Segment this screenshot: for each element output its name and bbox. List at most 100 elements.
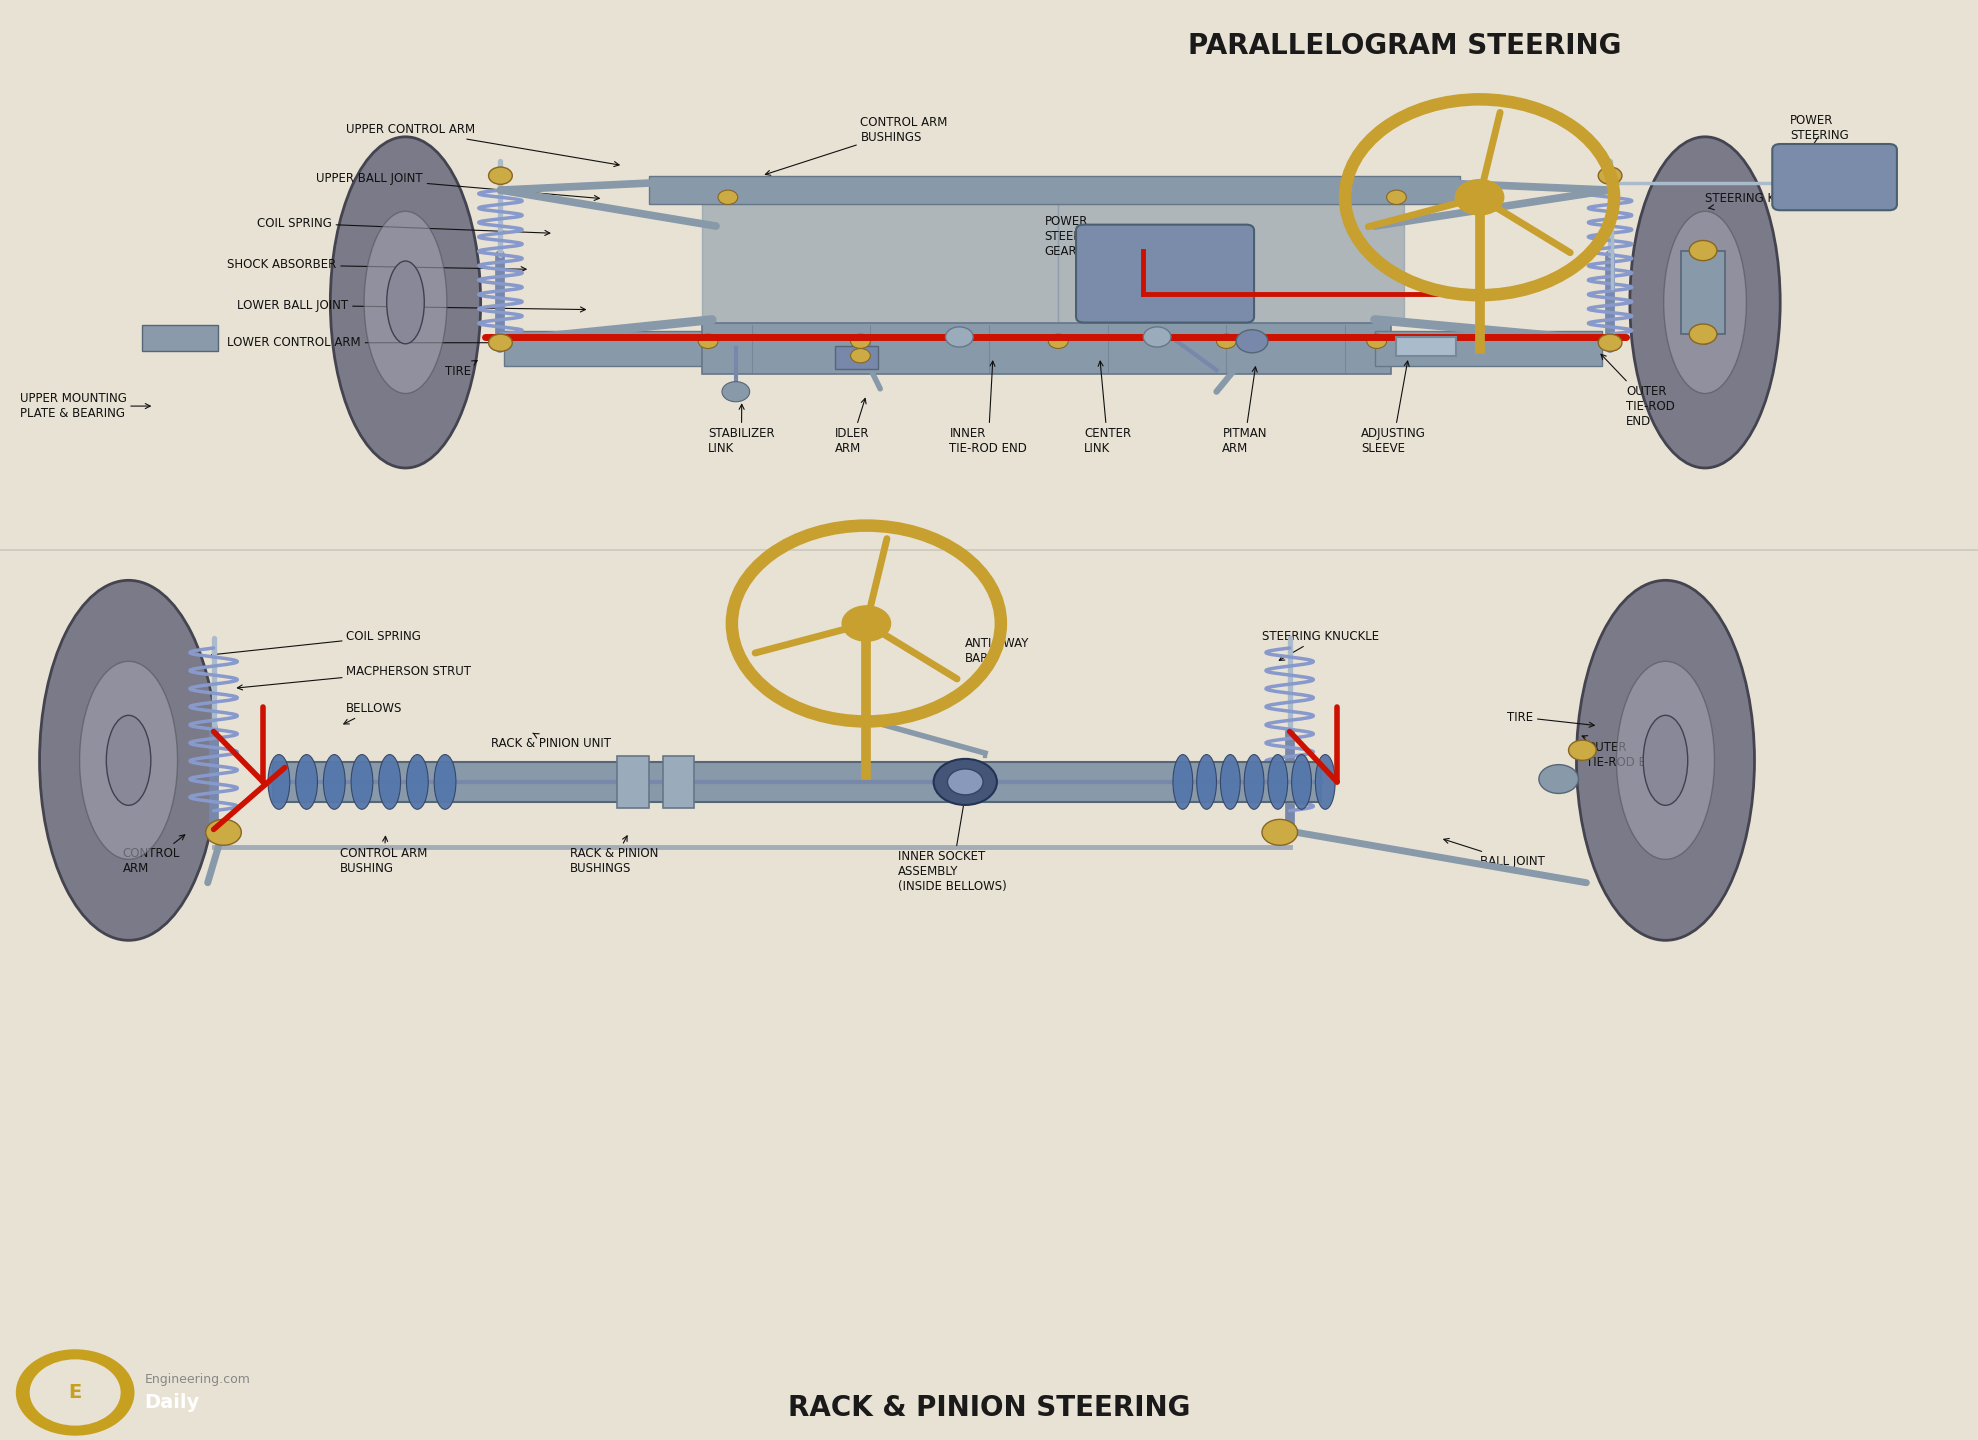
Ellipse shape <box>107 716 150 805</box>
Circle shape <box>1689 240 1717 261</box>
Circle shape <box>1236 330 1268 353</box>
Ellipse shape <box>1220 755 1240 809</box>
Ellipse shape <box>1576 580 1754 940</box>
Ellipse shape <box>1292 755 1311 809</box>
Ellipse shape <box>1687 261 1725 344</box>
Text: TIRE: TIRE <box>1507 710 1594 727</box>
Text: INNER SOCKET
ASSEMBLY
(INSIDE BELLOWS): INNER SOCKET ASSEMBLY (INSIDE BELLOWS) <box>898 799 1007 893</box>
Bar <box>835 346 878 369</box>
Circle shape <box>1048 334 1068 348</box>
Ellipse shape <box>1315 755 1335 809</box>
Text: POWER
STEERING
PUMP: POWER STEERING PUMP <box>1790 114 1849 157</box>
Text: D: D <box>63 1378 87 1407</box>
Text: OUTER
TIE-ROD
END: OUTER TIE-ROD END <box>1600 354 1675 428</box>
Circle shape <box>945 327 973 347</box>
Circle shape <box>1598 334 1622 351</box>
Ellipse shape <box>386 261 423 344</box>
Text: E: E <box>69 1382 81 1403</box>
Bar <box>649 176 1460 204</box>
Text: COIL SPRING: COIL SPRING <box>257 216 550 235</box>
Ellipse shape <box>1173 755 1193 809</box>
Text: Engineering.com: Engineering.com <box>144 1372 251 1387</box>
FancyBboxPatch shape <box>1772 144 1897 210</box>
Circle shape <box>843 606 890 641</box>
Ellipse shape <box>297 755 318 809</box>
Circle shape <box>1262 819 1298 845</box>
Circle shape <box>851 334 870 348</box>
Circle shape <box>1387 190 1406 204</box>
Circle shape <box>1456 180 1503 215</box>
Circle shape <box>947 769 983 795</box>
Circle shape <box>722 382 750 402</box>
Bar <box>1375 331 1602 366</box>
Text: RACK & PINION STEERING: RACK & PINION STEERING <box>787 1394 1191 1423</box>
Ellipse shape <box>1616 661 1715 860</box>
Bar <box>1396 337 1456 356</box>
Ellipse shape <box>1663 212 1747 393</box>
Text: ADJUSTING
SLEEVE: ADJUSTING SLEEVE <box>1361 361 1426 455</box>
Text: OUTER
TIE-ROD END: OUTER TIE-ROD END <box>1582 736 1663 769</box>
Ellipse shape <box>269 755 291 809</box>
Ellipse shape <box>407 755 429 809</box>
Text: SHOCK ABSORBER: SHOCK ABSORBER <box>227 258 526 272</box>
Circle shape <box>718 190 738 204</box>
Ellipse shape <box>324 755 346 809</box>
Polygon shape <box>1058 204 1404 323</box>
Text: RACK & PINION UNIT: RACK & PINION UNIT <box>491 733 611 750</box>
Circle shape <box>489 167 512 184</box>
Ellipse shape <box>380 755 402 809</box>
Text: STEERING KNUCKLE: STEERING KNUCKLE <box>1705 192 1822 210</box>
Ellipse shape <box>330 137 481 468</box>
Bar <box>663 756 694 808</box>
Circle shape <box>851 348 870 363</box>
FancyBboxPatch shape <box>1076 225 1254 323</box>
Ellipse shape <box>435 755 457 809</box>
Ellipse shape <box>1197 755 1216 809</box>
Ellipse shape <box>352 755 374 809</box>
Circle shape <box>1367 334 1387 348</box>
Circle shape <box>489 334 512 351</box>
Text: MACPHERSON STRUT: MACPHERSON STRUT <box>237 664 471 690</box>
Circle shape <box>30 1359 121 1426</box>
Text: UPPER BALL JOINT: UPPER BALL JOINT <box>316 171 599 200</box>
Circle shape <box>16 1349 135 1436</box>
Ellipse shape <box>1630 137 1780 468</box>
Circle shape <box>1216 334 1236 348</box>
Text: UPPER CONTROL ARM: UPPER CONTROL ARM <box>346 122 619 167</box>
Text: STABILIZER
LINK: STABILIZER LINK <box>708 405 775 455</box>
Text: CONTROL
ARM: CONTROL ARM <box>123 835 184 876</box>
Text: UPPER MOUNTING
PLATE & BEARING: UPPER MOUNTING PLATE & BEARING <box>20 392 150 420</box>
Ellipse shape <box>1244 755 1264 809</box>
Text: CONTROL ARM
BUSHINGS: CONTROL ARM BUSHINGS <box>765 115 947 176</box>
Circle shape <box>934 759 997 805</box>
Bar <box>504 331 732 366</box>
Text: INNER
TIE-ROD END: INNER TIE-ROD END <box>949 361 1027 455</box>
Text: RACK & PINION
BUSHINGS: RACK & PINION BUSHINGS <box>570 835 659 876</box>
Ellipse shape <box>40 580 218 940</box>
Text: CENTER
LINK: CENTER LINK <box>1084 361 1131 455</box>
Text: POWER
STEERING
GEARBOX: POWER STEERING GEARBOX <box>1044 215 1104 258</box>
Text: LOWER CONTROL ARM: LOWER CONTROL ARM <box>227 336 585 350</box>
Text: PITMAN
ARM: PITMAN ARM <box>1222 367 1266 455</box>
Text: Daily: Daily <box>144 1392 200 1413</box>
Circle shape <box>206 819 241 845</box>
Text: STEERING KNUCKLE: STEERING KNUCKLE <box>1262 629 1379 661</box>
Bar <box>617 756 649 808</box>
Text: ANTI-SWAY
BAR: ANTI-SWAY BAR <box>1171 265 1236 300</box>
Ellipse shape <box>364 212 447 393</box>
Ellipse shape <box>1268 755 1288 809</box>
Ellipse shape <box>79 661 178 860</box>
Text: BALL JOINT: BALL JOINT <box>1444 838 1545 868</box>
Text: PARALLELOGRAM STEERING: PARALLELOGRAM STEERING <box>1187 32 1622 60</box>
Text: CONTROL ARM
BUSHING: CONTROL ARM BUSHING <box>340 837 427 876</box>
Text: BELLOWS: BELLOWS <box>344 701 404 724</box>
Circle shape <box>1569 740 1596 760</box>
Polygon shape <box>702 204 1058 323</box>
Text: IDLER
ARM: IDLER ARM <box>835 399 868 455</box>
Circle shape <box>698 334 718 348</box>
Text: TIRE: TIRE <box>445 360 477 379</box>
Text: LOWER BALL JOINT: LOWER BALL JOINT <box>237 298 585 312</box>
Circle shape <box>1689 324 1717 344</box>
Bar <box>702 323 1391 374</box>
Circle shape <box>1539 765 1578 793</box>
